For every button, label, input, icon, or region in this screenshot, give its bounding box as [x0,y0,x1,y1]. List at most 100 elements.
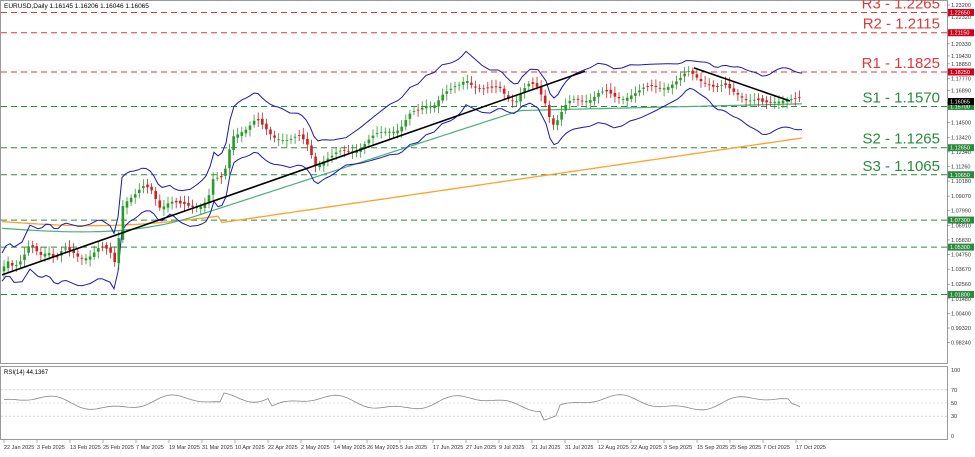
candle-body [236,134,239,138]
candle-body [789,99,793,101]
time-tick-label: 31 Mar 2025 [202,445,233,451]
candle-body [773,101,777,103]
candle-body [273,135,276,138]
candle-body [129,197,133,203]
time-tick-label: 26 May 2025 [367,445,399,451]
candle-body [68,246,71,251]
candle-body [64,248,67,250]
candle-body [675,81,678,85]
candle-body [199,206,203,209]
candle-body [310,145,313,155]
candle-body [543,95,547,104]
candle-body [412,111,416,113]
candle-body [445,91,449,94]
candle-body [35,246,39,252]
symbol-header: EURUSD,Daily 1.16145 1.16206 1.16046 1.1… [4,3,149,10]
candle-body [285,140,289,141]
candle-body [220,176,223,178]
candle-body [191,205,194,207]
candle-body [2,266,6,272]
candle-body [478,88,481,90]
price-tick-label: 1.18850 [951,62,971,68]
candle-body [617,96,621,99]
candle-body [84,258,88,261]
candle-body [392,131,395,134]
candle-body [449,88,453,90]
candle-body [728,83,731,89]
candle-body [437,100,440,107]
candle-body [408,113,412,119]
candle-body [265,123,268,130]
candle-body [400,126,403,132]
candle-body [761,98,764,102]
rsi-indicator: 100 70 50 30 0 [1,368,960,440]
time-axis: 22 Jan 2025 3 Feb 2025 13 Feb 2025 25 Feb 2… [3,440,826,451]
candle-body [539,86,543,95]
time-tick-label: 21 Jul 2025 [532,445,560,451]
candle-body [798,97,801,99]
candle-body [228,149,231,169]
candle-body [183,201,186,204]
price-tags: 1.22650 1.21150 1.18250 1.15700 1.12650 1.106… [948,8,974,298]
candle-body [515,101,518,103]
time-tick-label: 2 May 2025 [301,445,330,451]
level-price-tag [948,243,974,251]
candle-body [564,104,567,111]
candle-body [404,120,408,127]
time-tick-label: 7 Oct 2025 [763,445,790,451]
price-tick-label: 1.13420 [951,135,971,141]
level-label: S2 - 1.1265 [862,131,940,148]
candle-body [125,201,129,208]
level-price-tag [948,216,974,224]
time-tick-label: 3 Feb 2025 [37,445,65,451]
candle-body [252,120,256,125]
candle-body [654,85,658,87]
candle-body [146,184,149,188]
candle-body [634,93,637,96]
candle-body [420,107,424,110]
candle-body [593,96,596,102]
candle-body [338,150,342,152]
candle-body [584,101,588,103]
candle-body [461,81,465,85]
candle-body [720,84,723,86]
candle-body [154,190,157,199]
candle-body [724,83,727,86]
candle-body [794,98,797,100]
candle-body [601,91,604,93]
level-price-tag [948,68,974,76]
candle-body [572,99,576,101]
current-price-tag [948,98,974,106]
price-tick-label: 1.04750 [951,253,971,259]
candle-body [51,254,55,257]
candle-body [19,261,22,265]
candle-body [133,194,137,198]
candle-body [646,85,649,87]
candle-body [261,118,264,125]
candle-body [326,158,330,162]
candle-body [232,136,235,151]
candle-body [211,179,215,195]
rsi-header: RSI(14) 44.1367 [4,370,49,376]
candle-body [162,206,166,210]
price-tick-label: 0.99320 [951,326,971,332]
candle-body [166,203,170,208]
price-tick-label: 1.03670 [951,267,971,273]
candle-body [613,92,617,97]
candle-body [318,164,321,168]
level-label: R1 - 1.1825 [862,55,940,72]
current-price-tag-text: 1.16065 [950,100,970,106]
candle-body [150,186,153,191]
candle-body [347,150,350,152]
time-tick-label: 22 Jan 2025 [4,445,34,451]
time-tick-label: 22 Apr 2025 [268,445,298,451]
candle-body [121,206,125,240]
candle-body [519,93,522,102]
falling-trendline [693,67,791,102]
candle-body [425,106,428,109]
candle-body [642,87,645,89]
candle-body [56,256,59,258]
candle-body [535,83,539,87]
